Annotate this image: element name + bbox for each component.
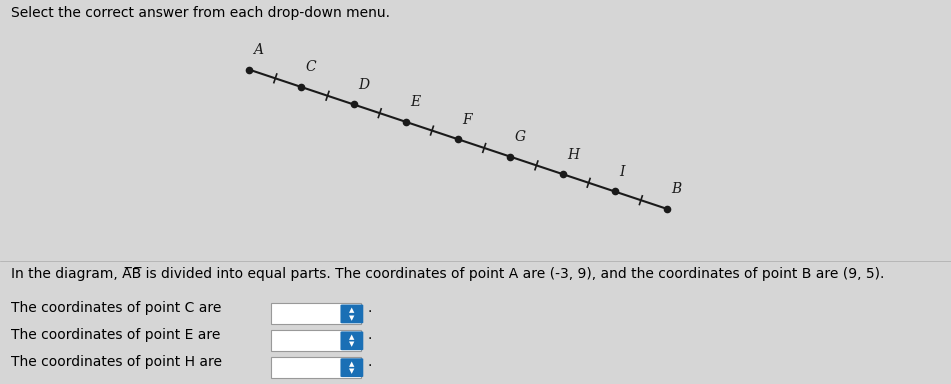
Text: F: F xyxy=(462,113,472,127)
Text: G: G xyxy=(514,130,526,144)
Text: H: H xyxy=(567,147,579,162)
Text: The coordinates of point H are: The coordinates of point H are xyxy=(11,355,223,369)
Text: The coordinates of point E are: The coordinates of point E are xyxy=(11,328,221,342)
Text: ▲: ▲ xyxy=(349,334,355,340)
Text: E: E xyxy=(410,95,420,109)
Text: .: . xyxy=(367,328,372,342)
Text: C: C xyxy=(305,61,317,74)
Text: Select the correct answer from each drop-down menu.: Select the correct answer from each drop… xyxy=(11,6,391,20)
Text: I: I xyxy=(619,165,625,179)
Text: In the diagram, A̅B̅ is divided into equal parts. The coordinates of point A are: In the diagram, A̅B̅ is divided into equ… xyxy=(11,267,884,281)
Text: ▲: ▲ xyxy=(349,307,355,313)
Text: D: D xyxy=(358,78,369,92)
Text: .: . xyxy=(367,355,372,369)
Text: ▼: ▼ xyxy=(349,315,355,321)
Text: The coordinates of point C are: The coordinates of point C are xyxy=(11,301,222,315)
Text: ▲: ▲ xyxy=(349,361,355,367)
Text: ▼: ▼ xyxy=(349,369,355,374)
Text: B: B xyxy=(671,182,682,196)
Text: ▼: ▼ xyxy=(349,342,355,348)
Text: A: A xyxy=(253,43,263,57)
Text: .: . xyxy=(367,301,372,315)
